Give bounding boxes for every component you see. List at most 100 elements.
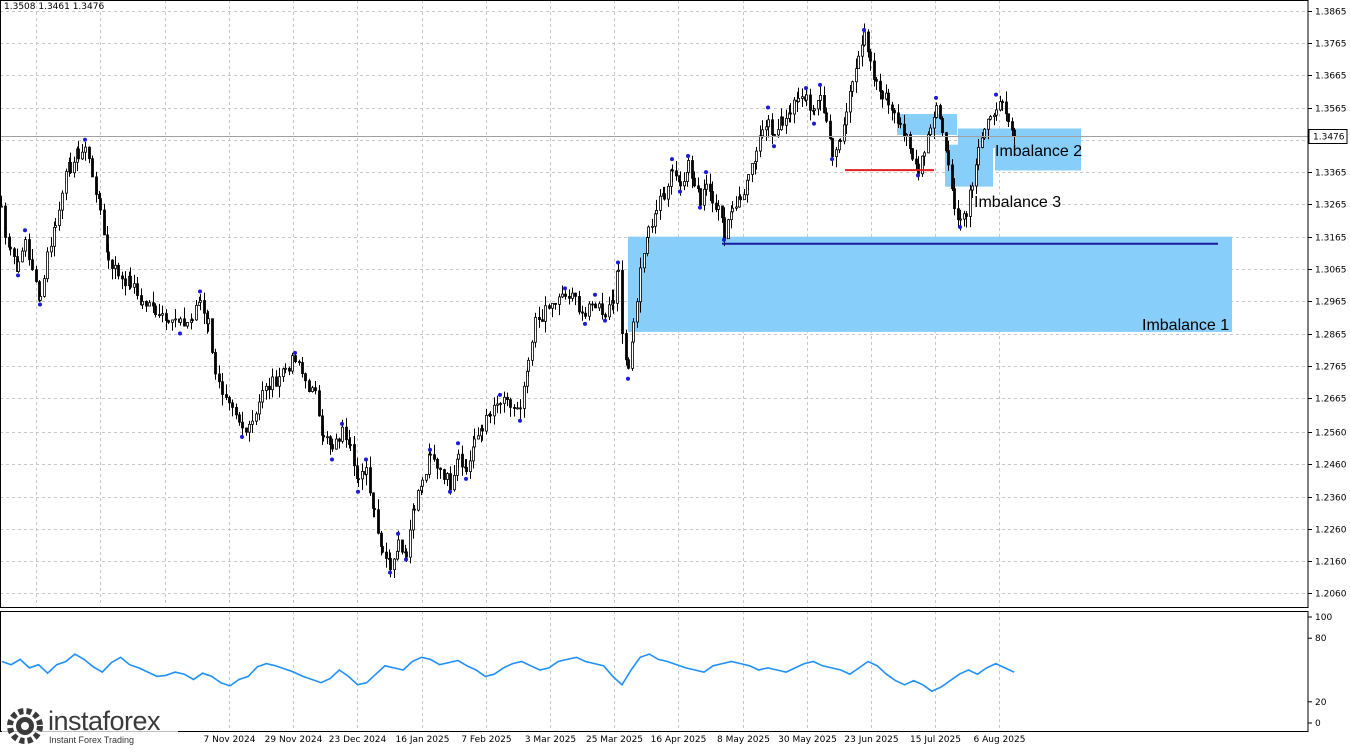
candle-body	[655, 210, 658, 215]
candle-body	[154, 305, 157, 316]
candle-body	[28, 239, 31, 261]
candle-body	[693, 177, 696, 187]
candle-body	[69, 161, 72, 174]
candle-body	[893, 109, 896, 114]
candle-body	[304, 373, 307, 382]
candle-body	[469, 460, 472, 473]
fractal-down-marker	[330, 457, 334, 462]
candle-body	[148, 302, 151, 307]
candle-body	[472, 446, 475, 462]
candle-body	[785, 117, 788, 126]
candle-body	[793, 99, 796, 115]
candle-body	[541, 319, 544, 322]
main-panel-border	[0, 0, 1309, 608]
candle-body	[443, 469, 446, 480]
candle-body	[697, 185, 700, 189]
candle-body	[81, 151, 84, 160]
candle-body	[588, 303, 591, 317]
candle-body	[805, 94, 808, 101]
fractal-down-marker	[958, 224, 962, 229]
candle-body	[516, 407, 519, 410]
candle-body	[612, 300, 615, 304]
candle-body	[869, 51, 872, 62]
candle-body	[77, 148, 80, 160]
fractal-up-marker	[593, 292, 597, 297]
candle-body	[207, 318, 210, 325]
candle-body	[436, 458, 439, 469]
candle-body	[271, 376, 274, 391]
candle-body	[357, 478, 360, 481]
x-tick-label: 30 May 2025	[778, 735, 837, 745]
candle-body	[845, 111, 848, 126]
candle-body	[506, 396, 509, 401]
candle-body	[953, 188, 956, 210]
candle-body	[616, 270, 619, 304]
candle-body	[294, 355, 297, 363]
candle-body	[95, 176, 98, 195]
candle-body	[727, 219, 730, 240]
candle-body	[621, 332, 624, 334]
candle-body	[771, 119, 774, 135]
candle-body	[46, 251, 49, 280]
x-tick-label: 25 Mar 2025	[586, 735, 643, 745]
candle-body	[703, 188, 706, 206]
candle-body	[621, 269, 624, 333]
candle-body	[318, 390, 321, 417]
imbalance-zone	[995, 128, 1081, 171]
osc-y-tick-label: 0	[1315, 719, 1321, 729]
candle-body	[987, 118, 990, 130]
candle-body	[446, 473, 449, 480]
candle-body	[843, 124, 846, 142]
candle-body	[601, 303, 604, 316]
candle-body	[161, 313, 164, 316]
candle-body	[31, 259, 34, 271]
candle-body	[258, 401, 261, 415]
fractal-down-marker	[464, 476, 468, 481]
y-tick-label: 1.3565	[1315, 105, 1347, 115]
candle-body	[335, 438, 338, 450]
x-tick-label: 3 Mar 2025	[525, 735, 576, 745]
candle-body	[241, 421, 244, 429]
candle-body	[933, 116, 936, 129]
candle-body	[897, 112, 900, 124]
candle-body	[759, 135, 762, 152]
fractal-down-marker	[678, 189, 682, 194]
candle-body	[915, 158, 918, 165]
logo-gear-icon	[7, 708, 43, 744]
candle-body	[329, 436, 332, 446]
candle-body	[397, 539, 400, 552]
candle-body	[829, 120, 832, 139]
candle-body	[863, 31, 866, 46]
candle-body	[385, 551, 388, 559]
candle-body	[345, 426, 348, 441]
fractal-down-marker	[772, 144, 776, 149]
oscillator-line	[1, 653, 1015, 693]
fractal-down-marker	[583, 321, 587, 326]
candle-body	[275, 376, 278, 387]
logo-brand: instaforex	[48, 706, 161, 736]
candle-body	[584, 312, 587, 317]
zone-label: Imbalance 2	[995, 143, 1082, 160]
candle-body	[326, 436, 329, 439]
candle-body	[165, 313, 168, 322]
candle-body	[409, 529, 412, 558]
y-tick-label: 1.2460	[1315, 461, 1347, 471]
candle-body	[1005, 101, 1008, 115]
x-tick-label: 7 Feb 2025	[461, 735, 511, 745]
candle-body	[268, 385, 271, 391]
candle-body	[54, 225, 57, 228]
candle-body	[548, 305, 551, 309]
candle-body	[171, 319, 174, 323]
candle-body	[639, 267, 642, 303]
candle-body	[519, 407, 522, 410]
candle-body	[879, 80, 882, 92]
candle-body	[903, 123, 906, 137]
candle-body	[225, 394, 228, 398]
candle-body	[245, 427, 248, 433]
candle-body	[851, 81, 854, 92]
candle-body	[499, 403, 502, 405]
candle-body	[867, 31, 870, 53]
candle-body	[909, 134, 912, 149]
candle-body	[917, 163, 920, 175]
